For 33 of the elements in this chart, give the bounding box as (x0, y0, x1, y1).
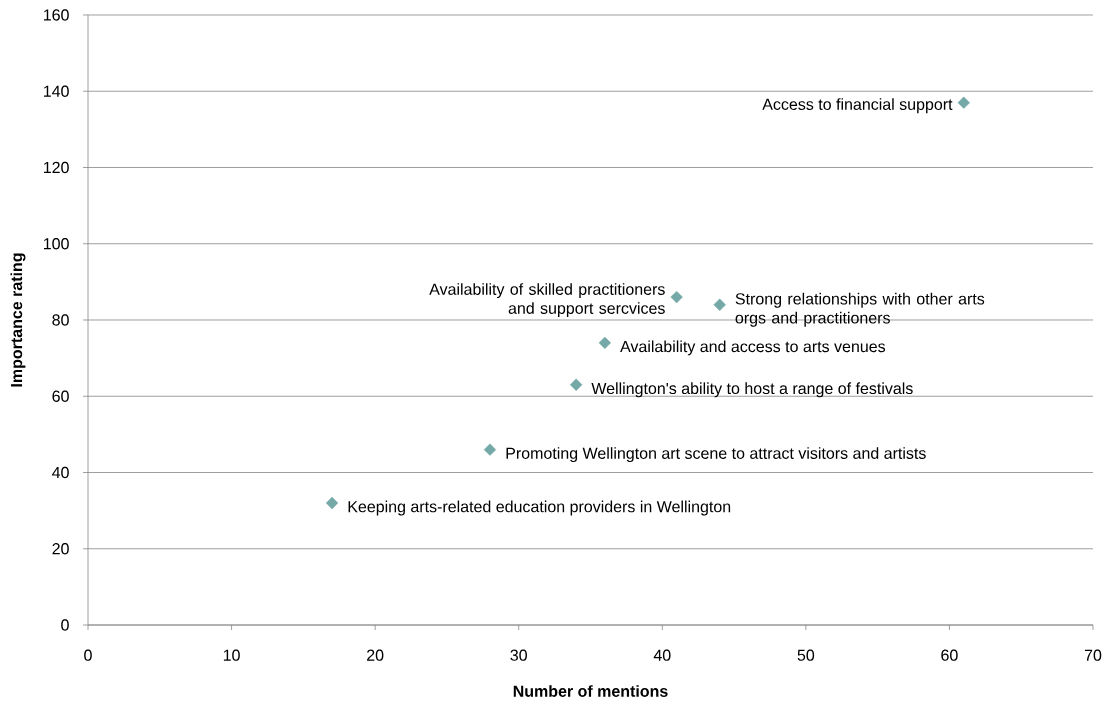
point (570, 378, 583, 391)
annotation: Availability of skilled practitioners and support sercvices (429, 283, 665, 318)
y-tick-label: 0 (61, 619, 69, 631)
point (598, 336, 611, 350)
x-tick-label: 20 (367, 649, 384, 661)
x-tick-label: 60 (941, 649, 958, 661)
x-tick-label: 70 (1084, 649, 1102, 661)
x-tick-label: 30 (510, 649, 527, 661)
y-tick-label: 120 (43, 161, 69, 174)
x-tick-label: 0 (84, 649, 92, 661)
point (483, 443, 497, 456)
y-tick-label: 100 (43, 238, 69, 250)
annotation: Availability and access to arts venues (620, 340, 886, 356)
annotation: Keeping arts-related education providers in Wellington (348, 500, 731, 516)
y-tick-label: 20 (52, 543, 69, 555)
point (670, 290, 683, 304)
y-tick-label: 80 (52, 314, 69, 326)
y-tick-label: 60 (52, 390, 69, 402)
x-tick-label: 50 (797, 649, 815, 661)
annotation: Access to financial support (762, 98, 953, 114)
y-tick-label: 160 (43, 9, 69, 21)
y-tick-label: 40 (52, 466, 69, 479)
annotation: Wellington's ability to host a range of festivals (591, 382, 913, 398)
x-tick-label: 10 (223, 649, 240, 661)
y-tick-label: 140 (43, 85, 69, 97)
annotation: Promoting Wellington art scene to attract visitors and artists (506, 447, 926, 463)
point (713, 298, 726, 311)
point (325, 496, 339, 510)
point (957, 96, 970, 109)
x-axis-title: Number of mentions (513, 685, 668, 697)
x-tick-label: 40 (653, 649, 671, 661)
annotation: Strong relationships with other arts orgs and practitioners (735, 292, 985, 327)
y-axis-title: Importance rating (10, 253, 26, 387)
